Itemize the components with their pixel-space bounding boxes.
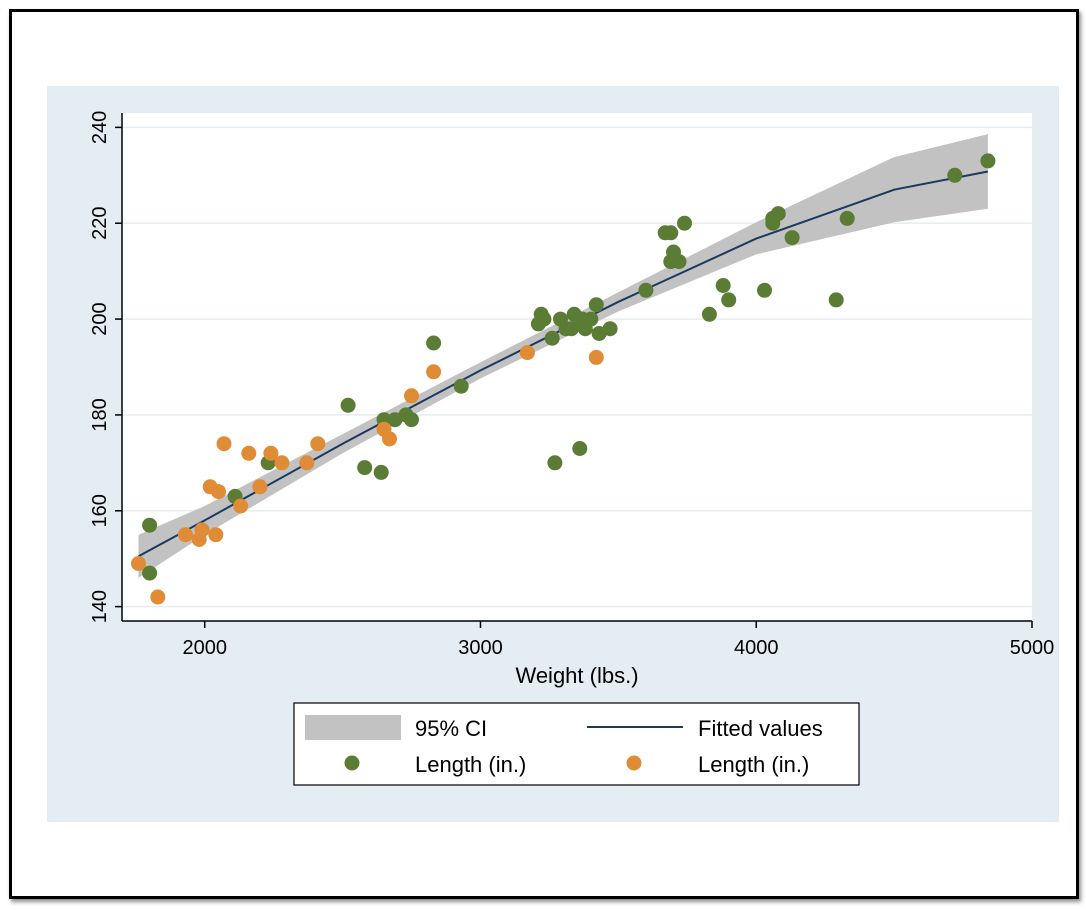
green-data-point: [638, 282, 654, 298]
data-points: [131, 153, 996, 605]
legend-orange-marker: [626, 755, 642, 771]
axis-ticks: 140 160 180 200 220 240 2000 3000 4000 5000: [89, 111, 1054, 659]
legend-green-label: Length (in.): [415, 752, 526, 777]
orange-data-point: [299, 455, 315, 471]
green-data-point: [671, 254, 687, 270]
y-tick-label: 180: [89, 398, 111, 431]
green-data-point: [426, 335, 442, 351]
green-data-point: [547, 455, 563, 471]
green-data-point: [980, 153, 996, 169]
orange-data-point: [588, 349, 604, 365]
legend-ci-swatch: [305, 715, 401, 740]
green-data-point: [142, 517, 158, 533]
x-tick-label: 3000: [458, 637, 503, 659]
green-data-point: [373, 464, 389, 480]
orange-data-point: [310, 436, 326, 452]
orange-data-point: [233, 498, 249, 514]
green-data-point: [701, 306, 717, 322]
green-data-point: [564, 321, 579, 337]
orange-data-point: [131, 556, 146, 571]
orange-data-point: [208, 527, 224, 543]
green-data-point: [583, 311, 599, 327]
legend-fit-label: Fitted values: [698, 716, 823, 741]
x-tick-label: 4000: [734, 637, 779, 659]
x-axis-title: Weight (lbs.): [515, 663, 638, 688]
orange-data-point: [274, 455, 290, 471]
legend-orange-label: Length (in.): [698, 752, 809, 777]
orange-data-point: [241, 445, 257, 461]
orange-data-point: [216, 436, 232, 452]
y-tick-label: 220: [89, 207, 111, 240]
orange-data-point: [177, 527, 193, 543]
orange-data-point: [263, 445, 279, 461]
orange-data-point: [404, 388, 419, 404]
legend-ci-label: 95% CI: [415, 716, 487, 741]
orange-data-point: [150, 589, 166, 605]
green-data-point: [770, 206, 786, 222]
green-data-point: [572, 441, 588, 456]
orange-data-point: [426, 364, 442, 380]
green-data-point: [453, 378, 469, 394]
green-data-point: [721, 292, 737, 308]
orange-data-point: [194, 522, 210, 538]
x-tick-label: 2000: [182, 637, 227, 659]
green-data-point: [784, 230, 800, 246]
green-data-point: [828, 292, 844, 308]
ci-band: [138, 134, 988, 578]
green-data-point: [947, 167, 963, 183]
green-data-point: [588, 297, 604, 313]
green-data-point: [602, 321, 618, 337]
orange-data-point: [252, 479, 268, 495]
green-data-point: [404, 412, 419, 428]
green-data-point: [839, 210, 855, 226]
orange-data-point: [382, 431, 397, 447]
orange-data-point: [519, 345, 535, 361]
green-data-point: [340, 397, 356, 413]
y-tick-label: 140: [89, 590, 111, 623]
x-tick-label: 5000: [1010, 637, 1055, 659]
green-data-point: [142, 565, 158, 581]
orange-data-point: [211, 484, 226, 500]
green-data-point: [536, 311, 552, 327]
y-tick-label: 200: [89, 302, 111, 335]
green-data-point: [544, 330, 560, 346]
y-tick-label: 160: [89, 494, 111, 527]
y-tick-label: 240: [89, 111, 111, 144]
legend-green-marker: [344, 755, 360, 771]
green-data-point: [677, 215, 692, 231]
green-data-point: [715, 278, 731, 293]
green-data-point: [663, 225, 679, 241]
green-data-point: [357, 460, 373, 476]
legend: 95% CI Fitted values Length (in.) Length…: [293, 702, 860, 786]
axes: [121, 113, 1032, 622]
green-data-point: [757, 282, 772, 298]
